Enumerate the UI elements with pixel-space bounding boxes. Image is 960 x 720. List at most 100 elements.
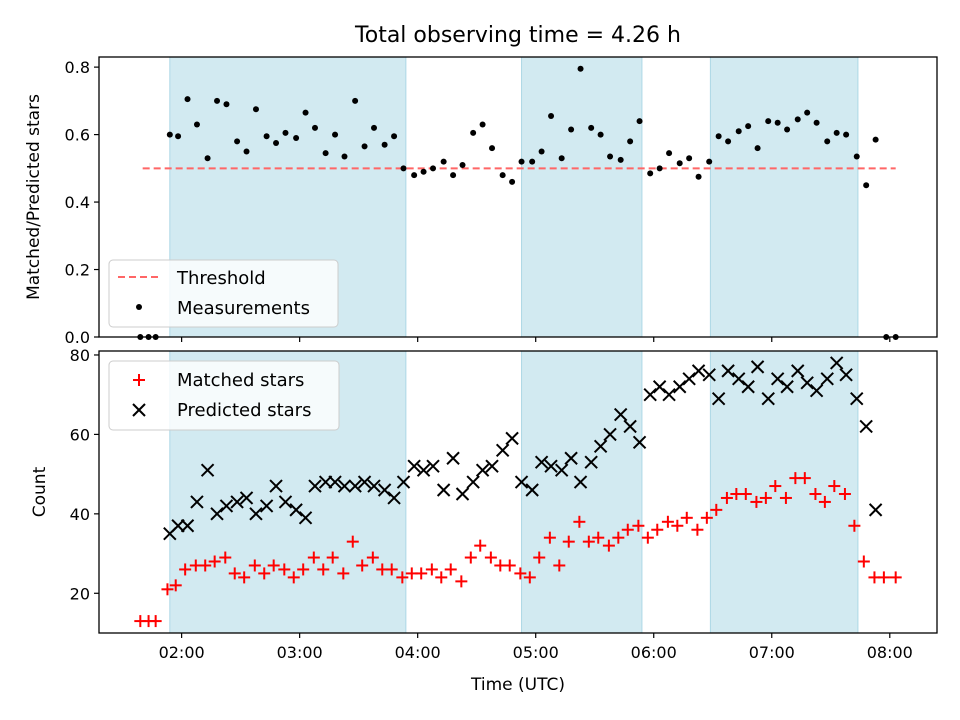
measurement-point — [784, 126, 791, 133]
predicted-star-point — [770, 372, 785, 386]
measurement-point — [627, 138, 634, 145]
measurement-point — [695, 173, 702, 180]
measurement-points — [137, 65, 899, 340]
measurement-point — [794, 116, 801, 123]
predicted-star-point — [741, 380, 755, 394]
predicted-star-point — [249, 507, 263, 521]
predicted-star-point — [859, 419, 873, 434]
matched-star-point — [455, 575, 468, 588]
predicted-star-point — [171, 519, 185, 533]
predicted-star-point — [416, 463, 431, 477]
measurement-point — [853, 153, 860, 160]
matched-star-point — [267, 559, 280, 572]
measurement-point — [302, 109, 309, 116]
measurement-point — [538, 148, 545, 155]
matched-star-point — [149, 615, 162, 628]
measurement-point — [597, 131, 604, 138]
predicted-star-point — [485, 459, 499, 473]
predicted-star-point — [348, 479, 362, 493]
predicted-star-point — [505, 431, 519, 446]
matched-star-point — [671, 519, 684, 532]
x-tick-label: 06:00 — [631, 643, 677, 662]
measurement-point — [193, 121, 200, 128]
predicted-star-point — [367, 479, 381, 493]
matched-star-point — [857, 555, 870, 568]
matched-star-point — [425, 563, 438, 576]
bottom-legend: Matched stars Predicted stars — [108, 360, 340, 431]
matched-star-point — [396, 571, 409, 584]
matched-star-point — [818, 495, 831, 508]
matched-star-point — [415, 567, 428, 580]
matched-star-point — [809, 487, 822, 500]
measurement-point — [479, 121, 486, 128]
matched-star-point — [582, 535, 595, 548]
top-legend-box — [108, 259, 339, 328]
matched-star-point — [385, 563, 398, 576]
predicted-star-point — [259, 499, 274, 513]
measurement-point — [706, 158, 713, 165]
observing-window — [521, 56, 643, 338]
measurement-point — [804, 109, 811, 116]
measurement-point — [175, 133, 182, 140]
predicted-star-point — [308, 479, 322, 493]
predicted-star-point — [525, 483, 539, 497]
matched-star-point — [287, 571, 300, 584]
predicted-star-point — [357, 475, 372, 489]
measurement-point — [686, 155, 693, 162]
predicted-star-point — [672, 380, 687, 394]
predicted-star-point — [210, 507, 224, 521]
measurement-point — [263, 133, 270, 140]
matched-star-point — [248, 559, 261, 572]
measurement-point — [676, 160, 683, 167]
matched-star-point — [258, 567, 271, 580]
observing-window — [709, 350, 859, 634]
measurement-point — [341, 153, 348, 160]
legend-measurements-label: Measurements — [177, 298, 310, 319]
matched-star-point — [179, 563, 192, 576]
predicted-star-point — [446, 451, 460, 465]
matched-star-point — [169, 579, 182, 592]
predicted-star-point — [466, 475, 480, 489]
bottom-y-axis: 20 40 60 80 — [70, 346, 99, 603]
matched-star-point — [710, 503, 723, 516]
matched-star-point — [219, 551, 232, 564]
predicted-star-point — [455, 487, 470, 501]
top-y-axis: 0.0 0.2 0.4 0.6 0.8 — [65, 58, 99, 347]
matched-star-point — [523, 571, 536, 584]
y-tick-label: 60 — [70, 425, 90, 444]
predicted-star-point — [318, 475, 333, 489]
measurement-point — [322, 150, 329, 157]
predicted-star-point — [868, 503, 883, 517]
measurement-point — [636, 118, 643, 125]
matched-star-point — [435, 571, 448, 584]
bottom-x-axis: 02:00 03:00 04:00 05:00 06:00 07:00 08:00 — [159, 633, 913, 662]
predicted-star-point — [573, 475, 588, 489]
matched-star-point — [278, 563, 291, 576]
bottom-plot-frame — [98, 350, 938, 634]
y-tick-label: 0.0 — [65, 328, 90, 347]
matched-star-point — [828, 480, 841, 493]
measurement-point — [529, 158, 536, 165]
top-observing-windows — [169, 56, 859, 338]
measurement-point — [223, 101, 230, 108]
measurement-point — [430, 165, 437, 172]
measurement-point — [352, 97, 359, 104]
predicted-star-point — [180, 519, 195, 533]
measurement-point — [470, 129, 477, 136]
y-tick-label: 80 — [70, 346, 90, 365]
measurement-point — [391, 133, 398, 140]
measurement-point — [745, 123, 752, 130]
matched-star-point — [691, 523, 704, 536]
matched-star-point — [877, 571, 890, 584]
predicted-star-point — [298, 511, 313, 525]
predicted-star-point — [564, 451, 578, 465]
matched-star-point — [464, 551, 477, 564]
matched-star-point — [661, 515, 674, 528]
legend-threshold-label: Threshold — [176, 268, 266, 289]
predicted-star-point — [396, 475, 411, 489]
measurement-point — [420, 168, 427, 175]
observing-window — [521, 350, 643, 634]
measurement-point — [607, 153, 614, 160]
matched-star-point — [533, 551, 546, 564]
matched-star-point — [700, 511, 713, 524]
